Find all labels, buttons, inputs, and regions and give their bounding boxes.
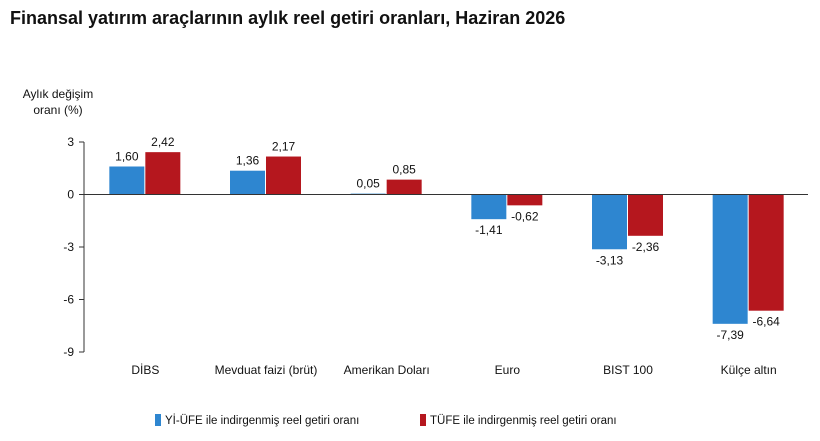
data-label: 0,05 bbox=[356, 177, 380, 191]
data-label: 1,36 bbox=[236, 154, 260, 168]
category-label: BIST 100 bbox=[603, 363, 653, 377]
data-label: -6,64 bbox=[752, 315, 780, 329]
bar-tufe bbox=[145, 152, 181, 195]
bar-tufe bbox=[507, 194, 543, 206]
legend-swatch bbox=[420, 414, 426, 426]
y-tick-label: -3 bbox=[63, 240, 74, 254]
bar-tufe bbox=[748, 194, 784, 311]
chart-title: Finansal yatırım araçlarının aylık reel … bbox=[10, 8, 566, 28]
category-label: Mevduat faizi (brüt) bbox=[215, 363, 318, 377]
data-label: -2,36 bbox=[632, 240, 660, 254]
data-label: 0,85 bbox=[392, 163, 416, 177]
data-label: -3,13 bbox=[596, 253, 624, 267]
bar-yi-ufe bbox=[471, 194, 507, 220]
y-tick-label: 3 bbox=[67, 135, 74, 149]
bars bbox=[109, 152, 784, 324]
data-label: 2,17 bbox=[272, 140, 296, 154]
data-label: -0,62 bbox=[511, 209, 539, 223]
data-label: -1,41 bbox=[475, 223, 503, 237]
y-axis-label-line2: oranı (%) bbox=[33, 103, 82, 117]
category-label: Amerikan Doları bbox=[344, 363, 430, 377]
y-tick-label: -9 bbox=[63, 345, 74, 359]
data-label: 1,60 bbox=[115, 150, 139, 164]
y-axis-label-line1: Aylık değişim bbox=[23, 87, 93, 101]
legend: Yİ-ÜFE ile indirgenmiş reel getiri oranı… bbox=[155, 414, 617, 427]
legend-swatch bbox=[155, 414, 161, 426]
category-label: Euro bbox=[495, 363, 521, 377]
data-label: 2,42 bbox=[151, 135, 175, 149]
category-labels: DİBS Mevduat faizi (brüt) Amerikan Doları E… bbox=[131, 363, 776, 377]
y-tick-label: -6 bbox=[63, 293, 74, 307]
bar-tufe bbox=[628, 194, 663, 236]
y-axis: 3 0 -3 -6 -9 bbox=[63, 135, 85, 359]
bar-yi-ufe bbox=[712, 194, 748, 324]
data-label: -7,39 bbox=[716, 328, 744, 342]
bar-yi-ufe bbox=[592, 194, 627, 250]
category-label: DİBS bbox=[131, 363, 159, 377]
data-labels: 1,602,421,362,170,050,85-1,41-0,62-3,13-… bbox=[115, 135, 780, 342]
bar-tufe bbox=[266, 156, 301, 195]
legend-label: TÜFE ile indirgenmiş reel getiri oranı bbox=[430, 415, 617, 427]
bar-tufe bbox=[386, 179, 422, 195]
bar-yi-ufe bbox=[230, 170, 265, 195]
category-label: Külçe altın bbox=[721, 363, 777, 377]
bar-yi-ufe bbox=[109, 166, 145, 195]
legend-label: Yİ-ÜFE ile indirgenmiş reel getiri oranı bbox=[165, 414, 359, 427]
y-tick-label: 0 bbox=[67, 188, 74, 202]
